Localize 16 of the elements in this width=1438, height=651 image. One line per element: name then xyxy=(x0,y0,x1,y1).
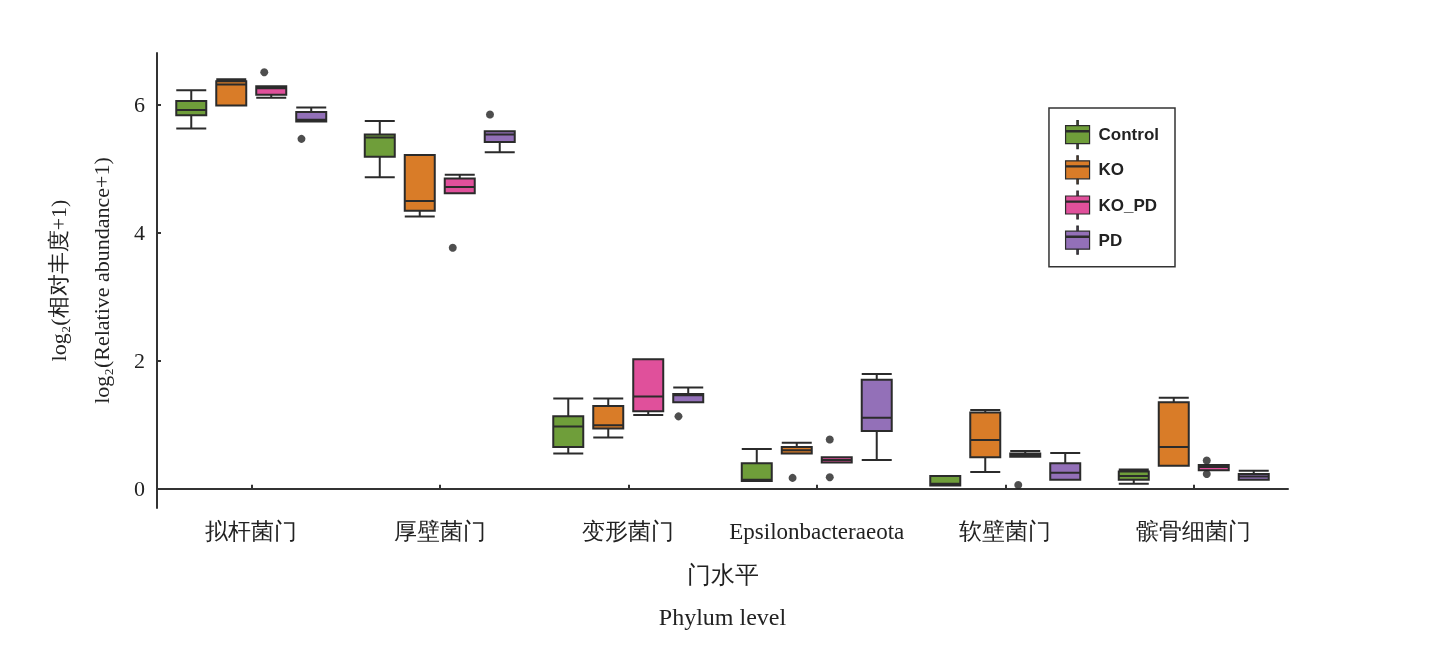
y-tick-label: 2 xyxy=(134,348,145,374)
x-tick-label: Epsilonbacteraeota xyxy=(729,519,905,544)
x-tick-label: 厚壁菌门 xyxy=(393,519,486,544)
x-tick-label: 软壁菌门 xyxy=(959,519,1052,544)
x-tick-label: 拟杆菌门 xyxy=(205,519,298,544)
legend-label: Control xyxy=(1098,125,1160,145)
legend-label: PD xyxy=(1098,230,1123,250)
x-tick-label: 髌骨细菌门 xyxy=(1136,519,1252,544)
legend-label: KO_PD xyxy=(1098,195,1158,215)
x-tick-label: 变形菌门 xyxy=(582,519,675,544)
y-tick-label: 4 xyxy=(134,219,145,245)
y-axis-title: log₂(相对丰度+1) log₂(Relative abundance+1) xyxy=(46,157,114,404)
legend-label: KO xyxy=(1098,160,1125,180)
y-tick-label: 6 xyxy=(134,91,145,117)
y-tick-label: 0 xyxy=(134,476,145,502)
x-axis-title: 门水平 Phylum level xyxy=(658,562,787,630)
